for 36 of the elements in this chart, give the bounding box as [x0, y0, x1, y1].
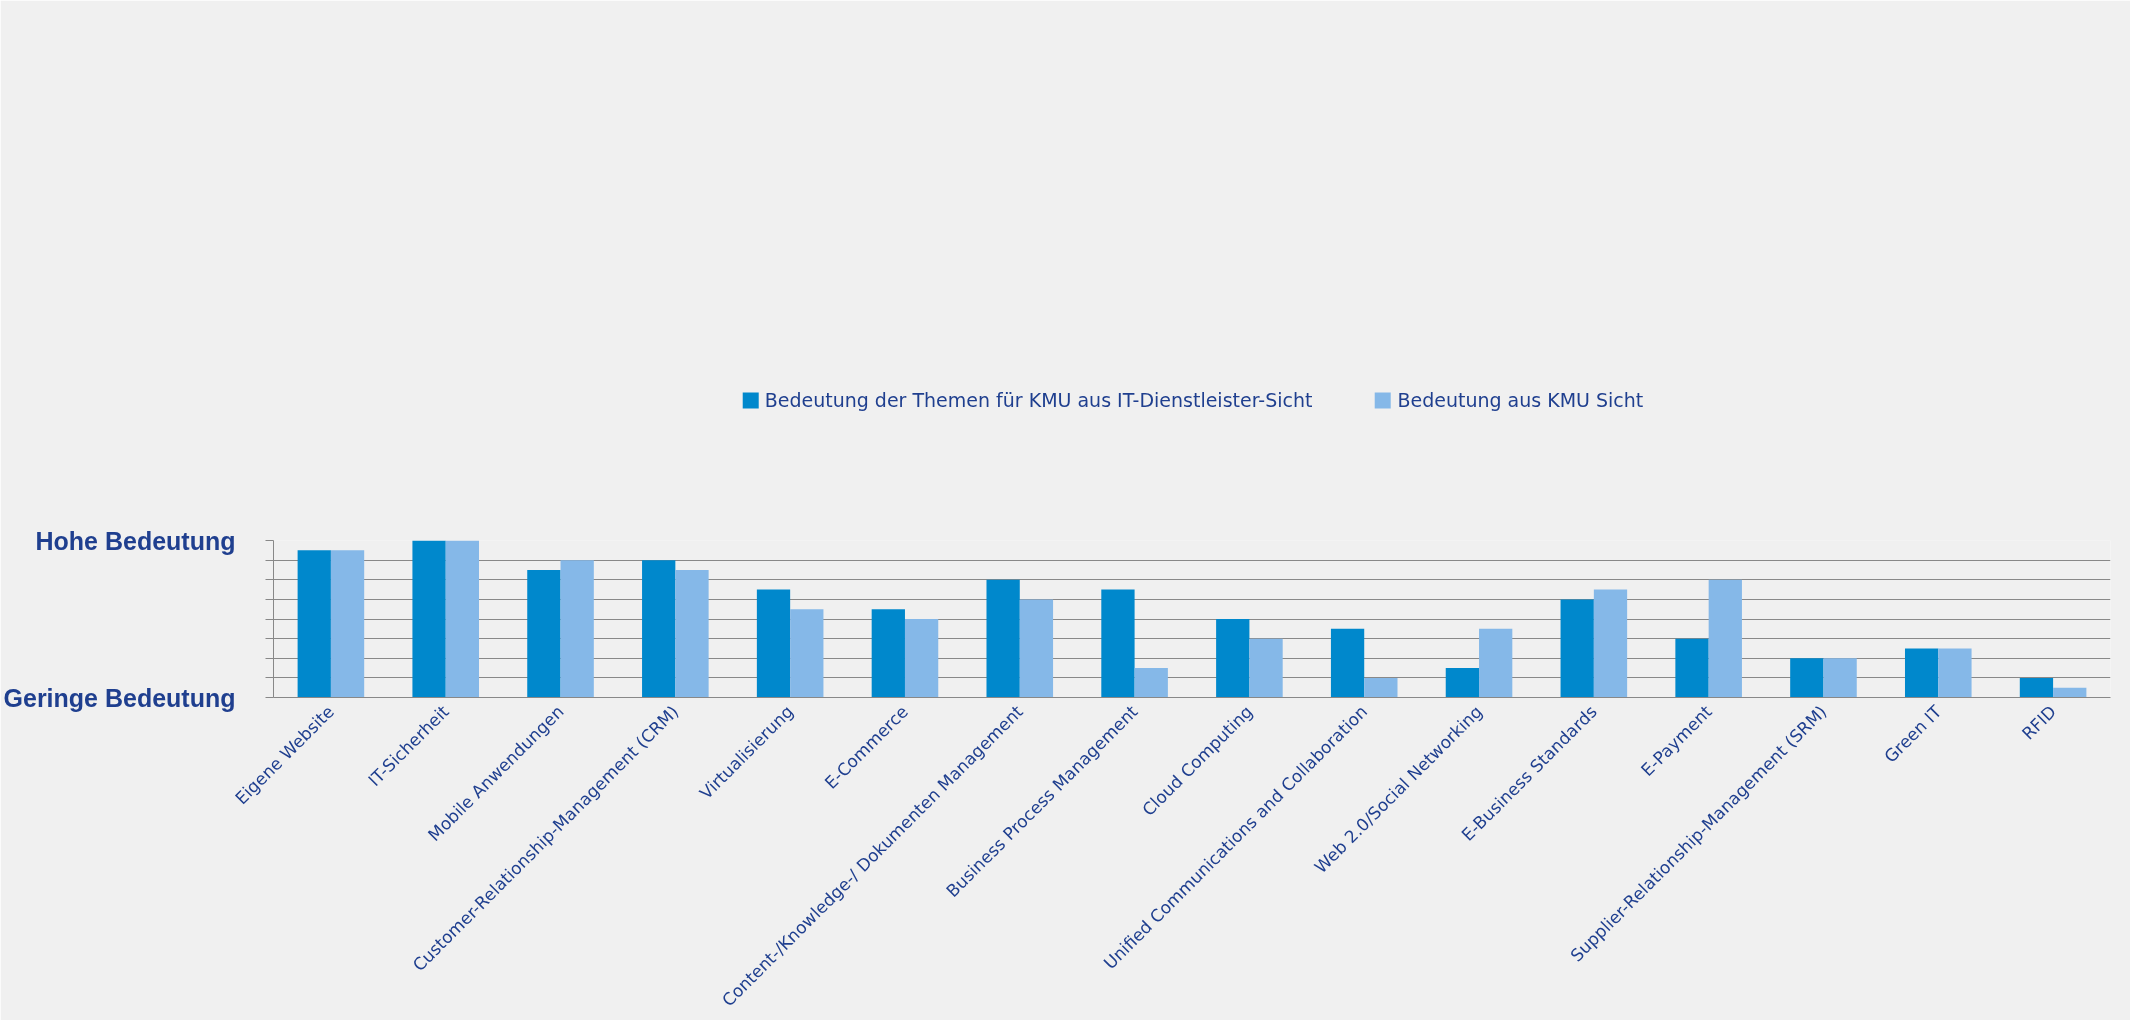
bar [1790, 658, 1824, 698]
bar [1330, 628, 1365, 698]
bar [527, 569, 561, 698]
bar [756, 589, 791, 698]
legend-label: Bedeutung aus KMU Sicht [1397, 388, 1644, 411]
bar [1134, 668, 1168, 698]
legend-label: Bedeutung der Themen für KMU aus IT-Dienstleister-Sicht [764, 388, 1313, 411]
bar [1593, 589, 1628, 698]
bar [1708, 579, 1742, 698]
bar [986, 579, 1020, 698]
bar [1445, 668, 1480, 698]
bar [1479, 628, 1513, 698]
bar [1101, 589, 1135, 698]
bar [560, 560, 594, 698]
bar [642, 560, 676, 698]
bar [297, 550, 331, 698]
bar [871, 609, 905, 698]
bar [2019, 677, 2054, 698]
bar [1904, 648, 1939, 698]
text: Hohe Bedeutung [35, 526, 236, 555]
bar [445, 540, 480, 698]
bar [1823, 658, 1857, 698]
bar [675, 569, 709, 698]
bar [1938, 648, 1972, 698]
bar [412, 540, 446, 698]
bar [2053, 687, 2087, 698]
bar [1560, 599, 1594, 698]
bar [790, 609, 824, 698]
bar [330, 550, 365, 698]
text: Geringe Bedeutung [3, 683, 236, 712]
bar [1249, 638, 1283, 698]
bar [1216, 619, 1250, 698]
bar [1364, 677, 1398, 698]
bar [904, 619, 939, 698]
bar [1675, 638, 1709, 698]
bar [1019, 599, 1054, 698]
